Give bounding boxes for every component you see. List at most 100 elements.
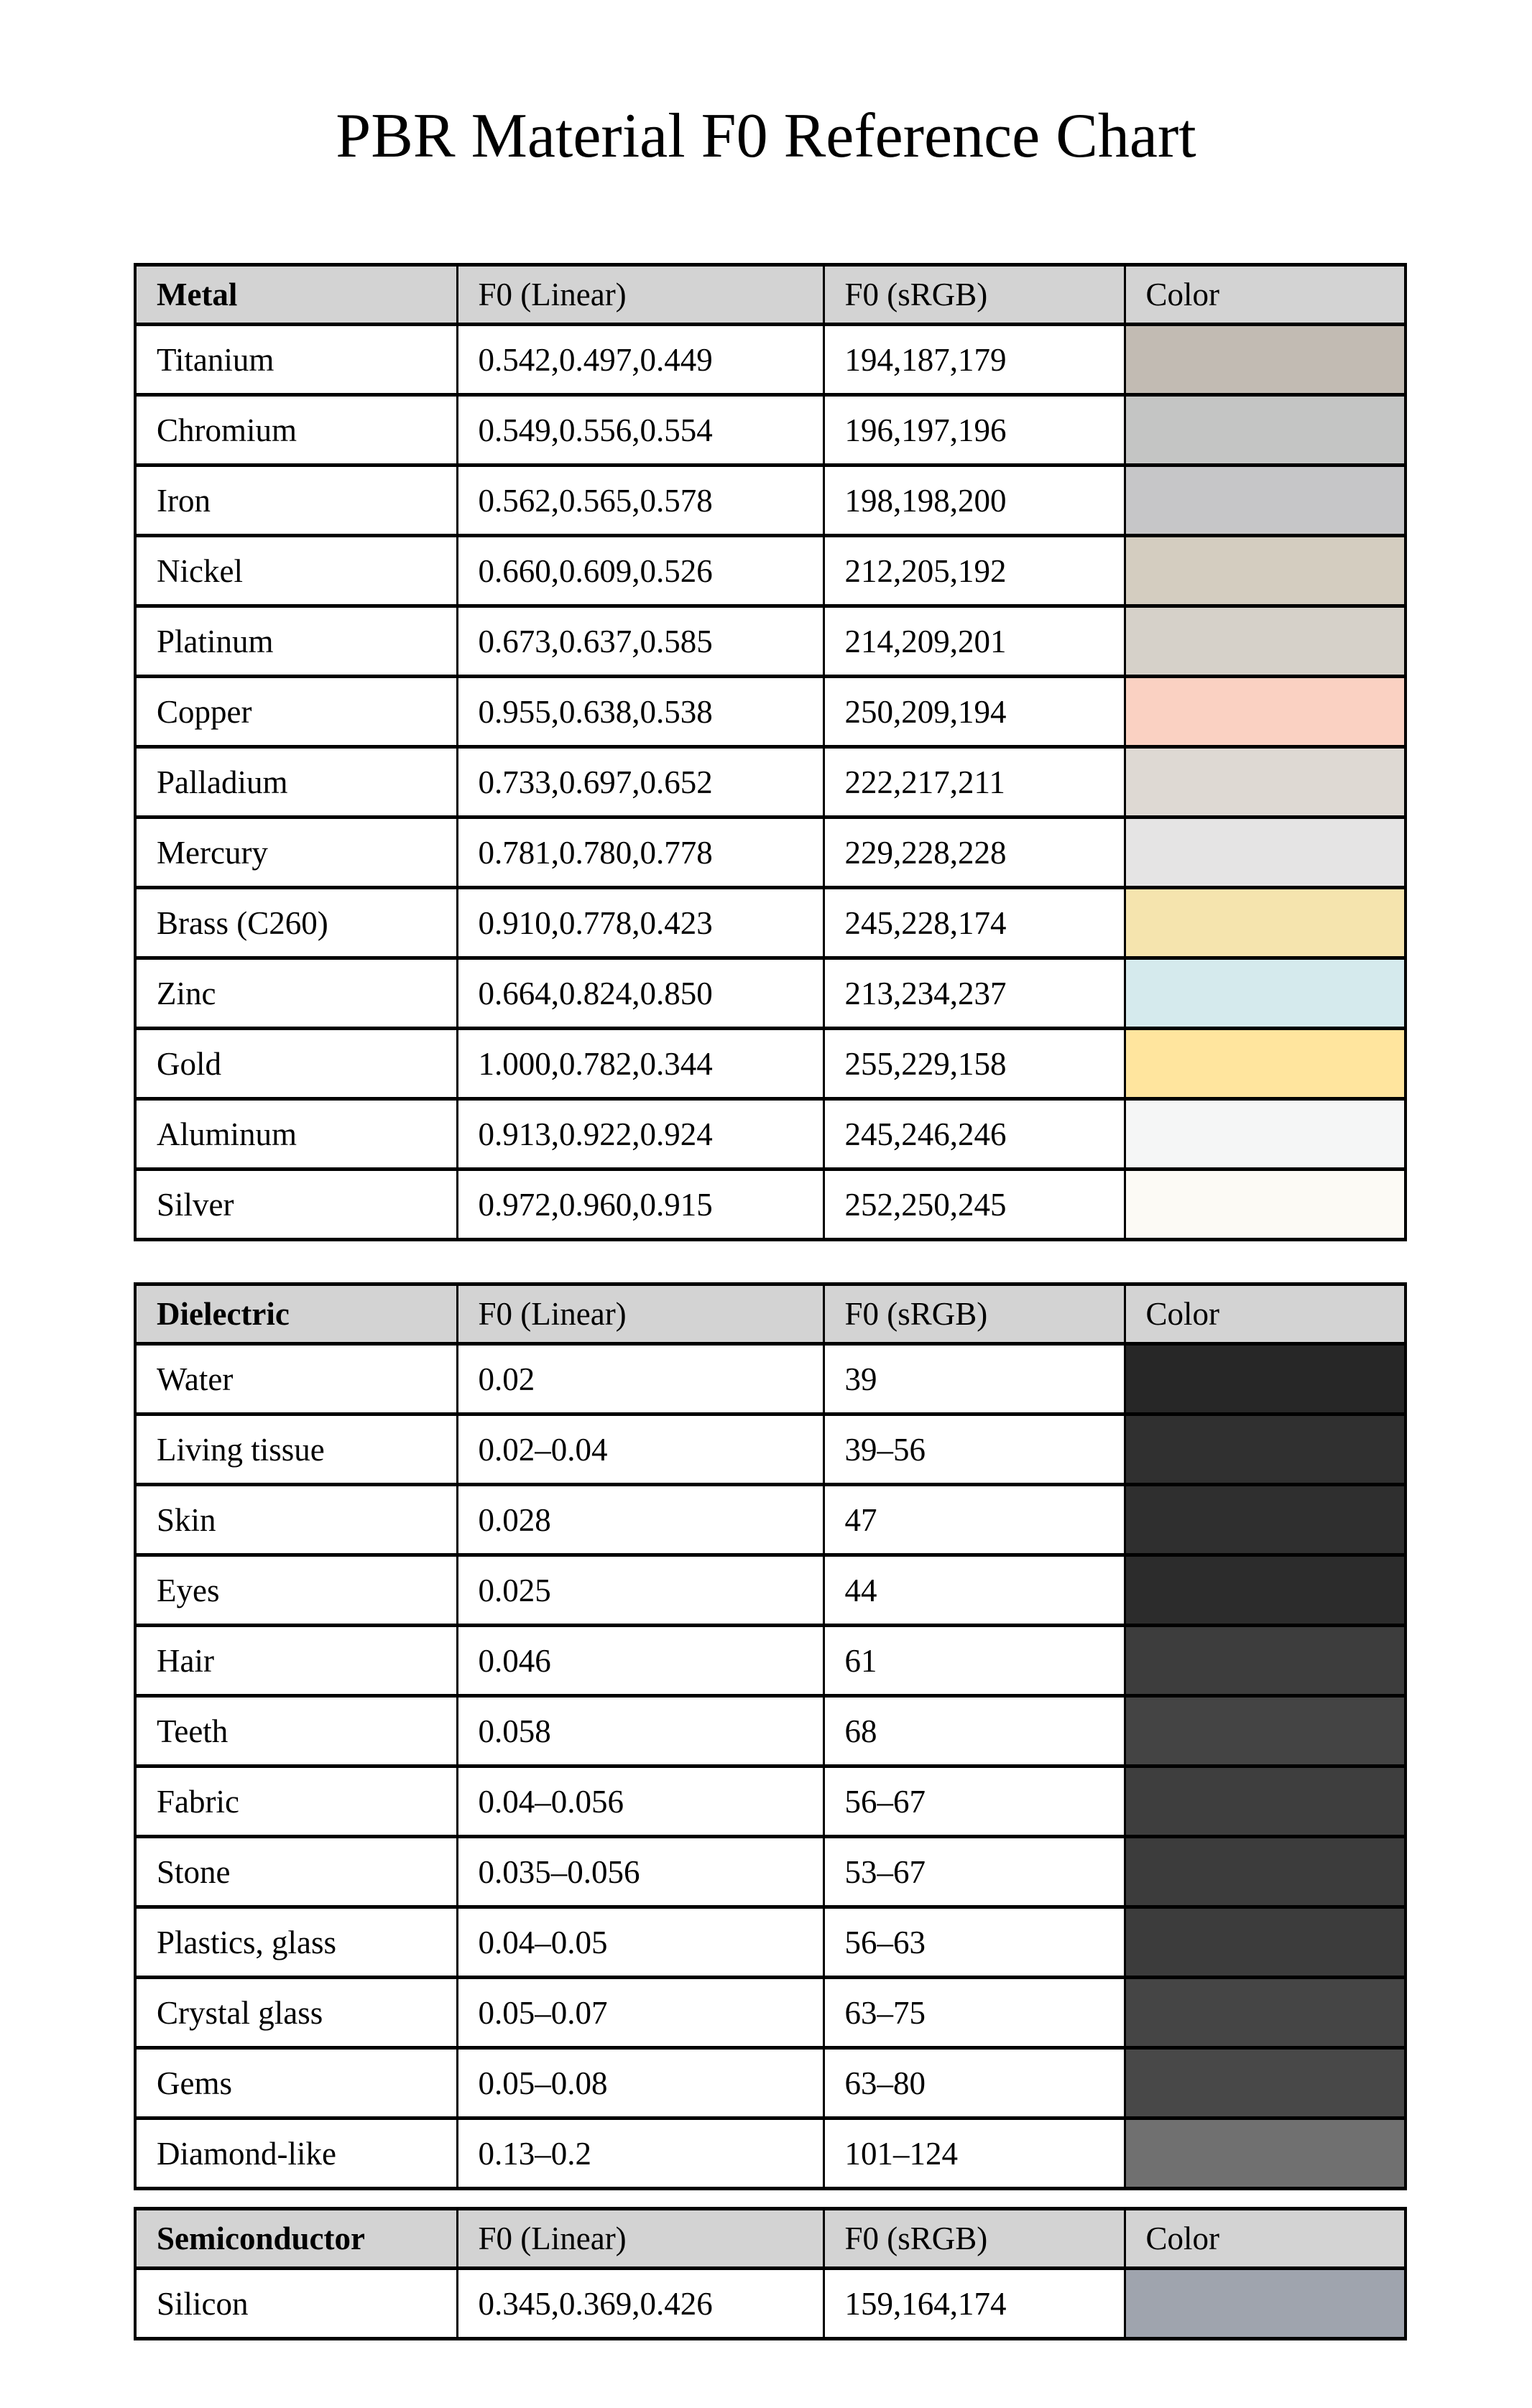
table-row: Silicon 0.345,0.369,0.426 159,164,174 bbox=[134, 2266, 1407, 2340]
color-swatch bbox=[1123, 1764, 1407, 1838]
header-f0-linear: F0 (Linear) bbox=[456, 1282, 825, 1346]
table-row: Nickel 0.660,0.609,0.526 212,205,192 bbox=[134, 534, 1407, 608]
color-swatch bbox=[1123, 1342, 1407, 1416]
f0-srgb-value: 250,209,194 bbox=[822, 675, 1126, 749]
table-row: Silver 0.972,0.960,0.915 252,250,245 bbox=[134, 1167, 1407, 1241]
f0-linear-value: 0.13–0.2 bbox=[456, 2116, 825, 2190]
material-name: Palladium bbox=[134, 745, 458, 819]
f0-srgb-value: 196,197,196 bbox=[822, 393, 1126, 467]
color-swatch bbox=[1123, 1835, 1407, 1909]
f0-linear-value: 1.000,0.782,0.344 bbox=[456, 1027, 825, 1101]
f0-srgb-value: 39 bbox=[822, 1342, 1126, 1416]
f0-srgb-value: 101–124 bbox=[822, 2116, 1126, 2190]
color-swatch bbox=[1123, 745, 1407, 819]
f0-srgb-value: 198,198,200 bbox=[822, 463, 1126, 537]
f0-srgb-value: 255,229,158 bbox=[822, 1027, 1126, 1101]
material-name: Fabric bbox=[134, 1764, 458, 1838]
material-name: Gold bbox=[134, 1027, 458, 1101]
header-f0-linear: F0 (Linear) bbox=[456, 263, 825, 326]
header-f0-linear: F0 (Linear) bbox=[456, 2207, 825, 2270]
material-name: Skin bbox=[134, 1483, 458, 1557]
table-row: Water 0.02 39 bbox=[134, 1342, 1407, 1416]
f0-srgb-value: 212,205,192 bbox=[822, 534, 1126, 608]
material-name: Brass (C260) bbox=[134, 886, 458, 960]
material-name: Living tissue bbox=[134, 1412, 458, 1486]
f0-srgb-value: 53–67 bbox=[822, 1835, 1126, 1909]
table-row: Mercury 0.781,0.780,0.778 229,228,228 bbox=[134, 815, 1407, 889]
f0-srgb-value: 159,164,174 bbox=[822, 2266, 1126, 2340]
f0-linear-value: 0.549,0.556,0.554 bbox=[456, 393, 825, 467]
color-swatch bbox=[1123, 463, 1407, 537]
table-row: Zinc 0.664,0.824,0.850 213,234,237 bbox=[134, 956, 1407, 1030]
material-name: Aluminum bbox=[134, 1097, 458, 1171]
table-row: Fabric 0.04–0.056 56–67 bbox=[134, 1764, 1407, 1838]
f0-linear-value: 0.660,0.609,0.526 bbox=[456, 534, 825, 608]
f0-srgb-value: 61 bbox=[822, 1624, 1126, 1698]
f0-linear-value: 0.05–0.08 bbox=[456, 2046, 825, 2120]
color-swatch bbox=[1123, 1624, 1407, 1698]
f0-srgb-value: 47 bbox=[822, 1483, 1126, 1557]
table-row: Gold 1.000,0.782,0.344 255,229,158 bbox=[134, 1027, 1407, 1101]
f0-linear-value: 0.733,0.697,0.652 bbox=[456, 745, 825, 819]
color-swatch bbox=[1123, 1097, 1407, 1171]
semiconductor-header-row: Semiconductor F0 (Linear) F0 (sRGB) Colo… bbox=[134, 2207, 1407, 2270]
f0-srgb-value: 68 bbox=[822, 1694, 1126, 1768]
header-semiconductor: Semiconductor bbox=[134, 2207, 458, 2270]
f0-srgb-value: 63–80 bbox=[822, 2046, 1126, 2120]
f0-srgb-value: 44 bbox=[822, 1553, 1126, 1627]
material-name: Zinc bbox=[134, 956, 458, 1030]
f0-linear-value: 0.910,0.778,0.423 bbox=[456, 886, 825, 960]
metal-table: Metal F0 (Linear) F0 (sRGB) Color Titani… bbox=[134, 263, 1407, 1241]
color-swatch bbox=[1123, 1027, 1407, 1101]
color-swatch bbox=[1123, 2266, 1407, 2340]
material-name: Water bbox=[134, 1342, 458, 1416]
color-swatch bbox=[1123, 956, 1407, 1030]
f0-linear-value: 0.781,0.780,0.778 bbox=[456, 815, 825, 889]
color-swatch bbox=[1123, 2116, 1407, 2190]
f0-linear-value: 0.542,0.497,0.449 bbox=[456, 323, 825, 397]
color-swatch bbox=[1123, 2046, 1407, 2120]
f0-linear-value: 0.046 bbox=[456, 1624, 825, 1698]
f0-srgb-value: 245,228,174 bbox=[822, 886, 1126, 960]
table-row: Hair 0.046 61 bbox=[134, 1624, 1407, 1698]
table-row: Brass (C260) 0.910,0.778,0.423 245,228,174 bbox=[134, 886, 1407, 960]
f0-srgb-value: 39–56 bbox=[822, 1412, 1126, 1486]
header-f0-srgb: F0 (sRGB) bbox=[822, 2207, 1126, 2270]
table-row: Crystal glass 0.05–0.07 63–75 bbox=[134, 1976, 1407, 2050]
table-row: Stone 0.035–0.056 53–67 bbox=[134, 1835, 1407, 1909]
f0-linear-value: 0.664,0.824,0.850 bbox=[456, 956, 825, 1030]
header-color: Color bbox=[1123, 2207, 1407, 2270]
table-row: Iron 0.562,0.565,0.578 198,198,200 bbox=[134, 463, 1407, 537]
color-swatch bbox=[1123, 1483, 1407, 1557]
material-name: Stone bbox=[134, 1835, 458, 1909]
material-name: Crystal glass bbox=[134, 1976, 458, 2050]
f0-srgb-value: 56–63 bbox=[822, 1905, 1126, 1979]
f0-linear-value: 0.025 bbox=[456, 1553, 825, 1627]
semiconductor-table: Semiconductor F0 (Linear) F0 (sRGB) Colo… bbox=[134, 2207, 1407, 2340]
header-metal: Metal bbox=[134, 263, 458, 326]
table-row: Aluminum 0.913,0.922,0.924 245,246,246 bbox=[134, 1097, 1407, 1171]
f0-linear-value: 0.02–0.04 bbox=[456, 1412, 825, 1486]
f0-srgb-value: 63–75 bbox=[822, 1976, 1126, 2050]
f0-srgb-value: 222,217,211 bbox=[822, 745, 1126, 819]
table-row: Titanium 0.542,0.497,0.449 194,187,179 bbox=[134, 323, 1407, 397]
color-swatch bbox=[1123, 815, 1407, 889]
color-swatch bbox=[1123, 1976, 1407, 2050]
f0-linear-value: 0.028 bbox=[456, 1483, 825, 1557]
material-name: Plastics, glass bbox=[134, 1905, 458, 1979]
f0-linear-value: 0.972,0.960,0.915 bbox=[456, 1167, 825, 1241]
material-name: Teeth bbox=[134, 1694, 458, 1768]
material-name: Eyes bbox=[134, 1553, 458, 1627]
material-name: Copper bbox=[134, 675, 458, 749]
material-name: Mercury bbox=[134, 815, 458, 889]
color-swatch bbox=[1123, 1167, 1407, 1241]
f0-linear-value: 0.673,0.637,0.585 bbox=[456, 604, 825, 678]
f0-linear-value: 0.345,0.369,0.426 bbox=[456, 2266, 825, 2340]
f0-linear-value: 0.913,0.922,0.924 bbox=[456, 1097, 825, 1171]
f0-linear-value: 0.04–0.05 bbox=[456, 1905, 825, 1979]
header-color: Color bbox=[1123, 1282, 1407, 1346]
dielectric-header-row: Dielectric F0 (Linear) F0 (sRGB) Color bbox=[134, 1282, 1407, 1346]
dielectric-table: Dielectric F0 (Linear) F0 (sRGB) Color W… bbox=[134, 1282, 1407, 2190]
material-name: Titanium bbox=[134, 323, 458, 397]
f0-linear-value: 0.562,0.565,0.578 bbox=[456, 463, 825, 537]
